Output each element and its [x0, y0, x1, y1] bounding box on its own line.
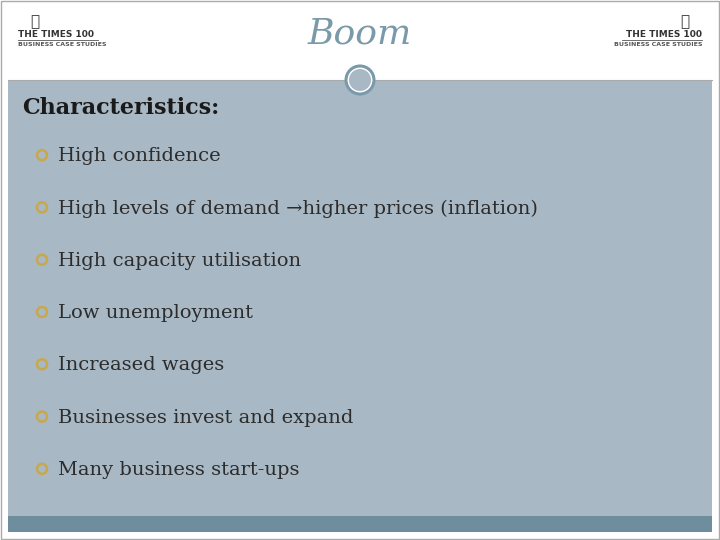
Text: Characteristics:: Characteristics:	[22, 97, 220, 119]
Circle shape	[346, 66, 374, 94]
Circle shape	[349, 69, 371, 91]
FancyBboxPatch shape	[0, 0, 720, 80]
Text: THE TIMES 100: THE TIMES 100	[18, 30, 94, 39]
Text: Low unemployment: Low unemployment	[58, 304, 253, 322]
Text: 𝕿: 𝕿	[680, 14, 690, 29]
Text: Increased wages: Increased wages	[58, 356, 224, 374]
Text: High capacity utilisation: High capacity utilisation	[58, 252, 301, 269]
FancyBboxPatch shape	[8, 516, 712, 532]
Text: Many business start-ups: Many business start-ups	[58, 461, 300, 479]
Text: 𝕿: 𝕿	[30, 14, 40, 29]
Text: High confidence: High confidence	[58, 147, 220, 165]
Text: Boom: Boom	[308, 17, 412, 51]
FancyBboxPatch shape	[8, 80, 712, 516]
Text: BUSINESS CASE STUDIES: BUSINESS CASE STUDIES	[613, 42, 702, 47]
Text: High levels of demand →higher prices (inflation): High levels of demand →higher prices (in…	[58, 199, 538, 218]
Text: BUSINESS CASE STUDIES: BUSINESS CASE STUDIES	[18, 42, 107, 47]
Text: Businesses invest and expand: Businesses invest and expand	[58, 409, 354, 427]
Text: THE TIMES 100: THE TIMES 100	[626, 30, 702, 39]
